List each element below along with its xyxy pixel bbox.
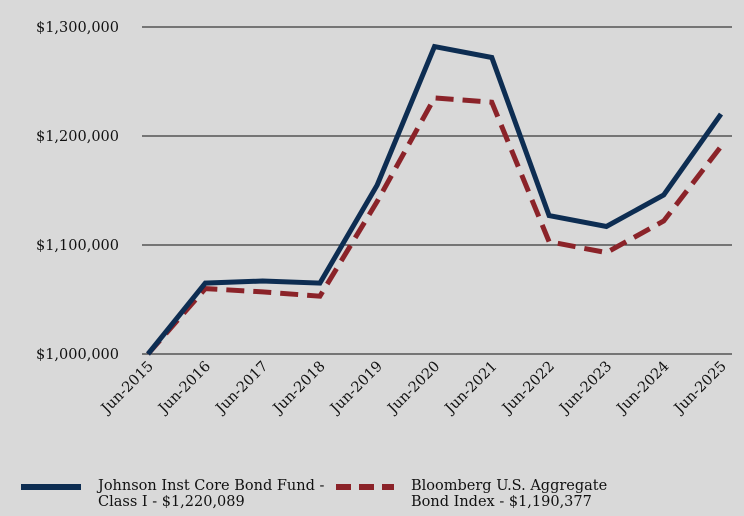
x-axis-tick-labels: Jun-2015 Jun-2016 Jun-2017 Jun-2018 Jun-2019…	[97, 359, 730, 419]
x-tick-label: Jun-2015	[97, 359, 157, 419]
x-tick-label: Jun-2022	[498, 359, 558, 419]
x-tick-label: Jun-2016	[155, 359, 215, 419]
legend-label-index: Bloomberg U.S. Aggregate Bond Index - $1…	[411, 478, 608, 510]
y-tick-label: $1,200,000	[36, 129, 119, 145]
y-tick-label: $1,100,000	[36, 238, 119, 254]
y-tick-label: $1,300,000	[36, 20, 119, 36]
y-axis-tick-labels: $1,000,000 $1,100,000 $1,200,000 $1,300,000	[36, 20, 119, 363]
x-tick-label: Jun-2018	[269, 359, 329, 419]
x-tick-label: Jun-2025	[670, 359, 730, 419]
line-chart: $1,000,000 $1,100,000 $1,200,000 $1,300,000…	[36, 20, 732, 419]
grid-lines	[142, 26, 732, 355]
legend-swatch-fund	[21, 484, 81, 490]
x-tick-label: Jun-2019	[326, 359, 386, 419]
series-line-fund	[146, 43, 724, 356]
x-tick-label: Jun-2017	[212, 359, 272, 419]
x-tick-label: Jun-2020	[384, 359, 444, 419]
x-tick-label: Jun-2023	[556, 359, 616, 419]
x-tick-label: Jun-2024	[613, 359, 673, 419]
x-tick-label: Jun-2021	[441, 359, 501, 419]
series-lines	[146, 43, 724, 356]
legend-swatch-index	[336, 484, 394, 490]
y-tick-label: $1,000,000	[36, 347, 119, 363]
legend-label-fund: Johnson Inst Core Bond Fund - Class I - …	[98, 478, 325, 510]
legend: Johnson Inst Core Bond Fund - Class I - …	[0, 478, 744, 516]
series-line-index	[146, 95, 723, 356]
